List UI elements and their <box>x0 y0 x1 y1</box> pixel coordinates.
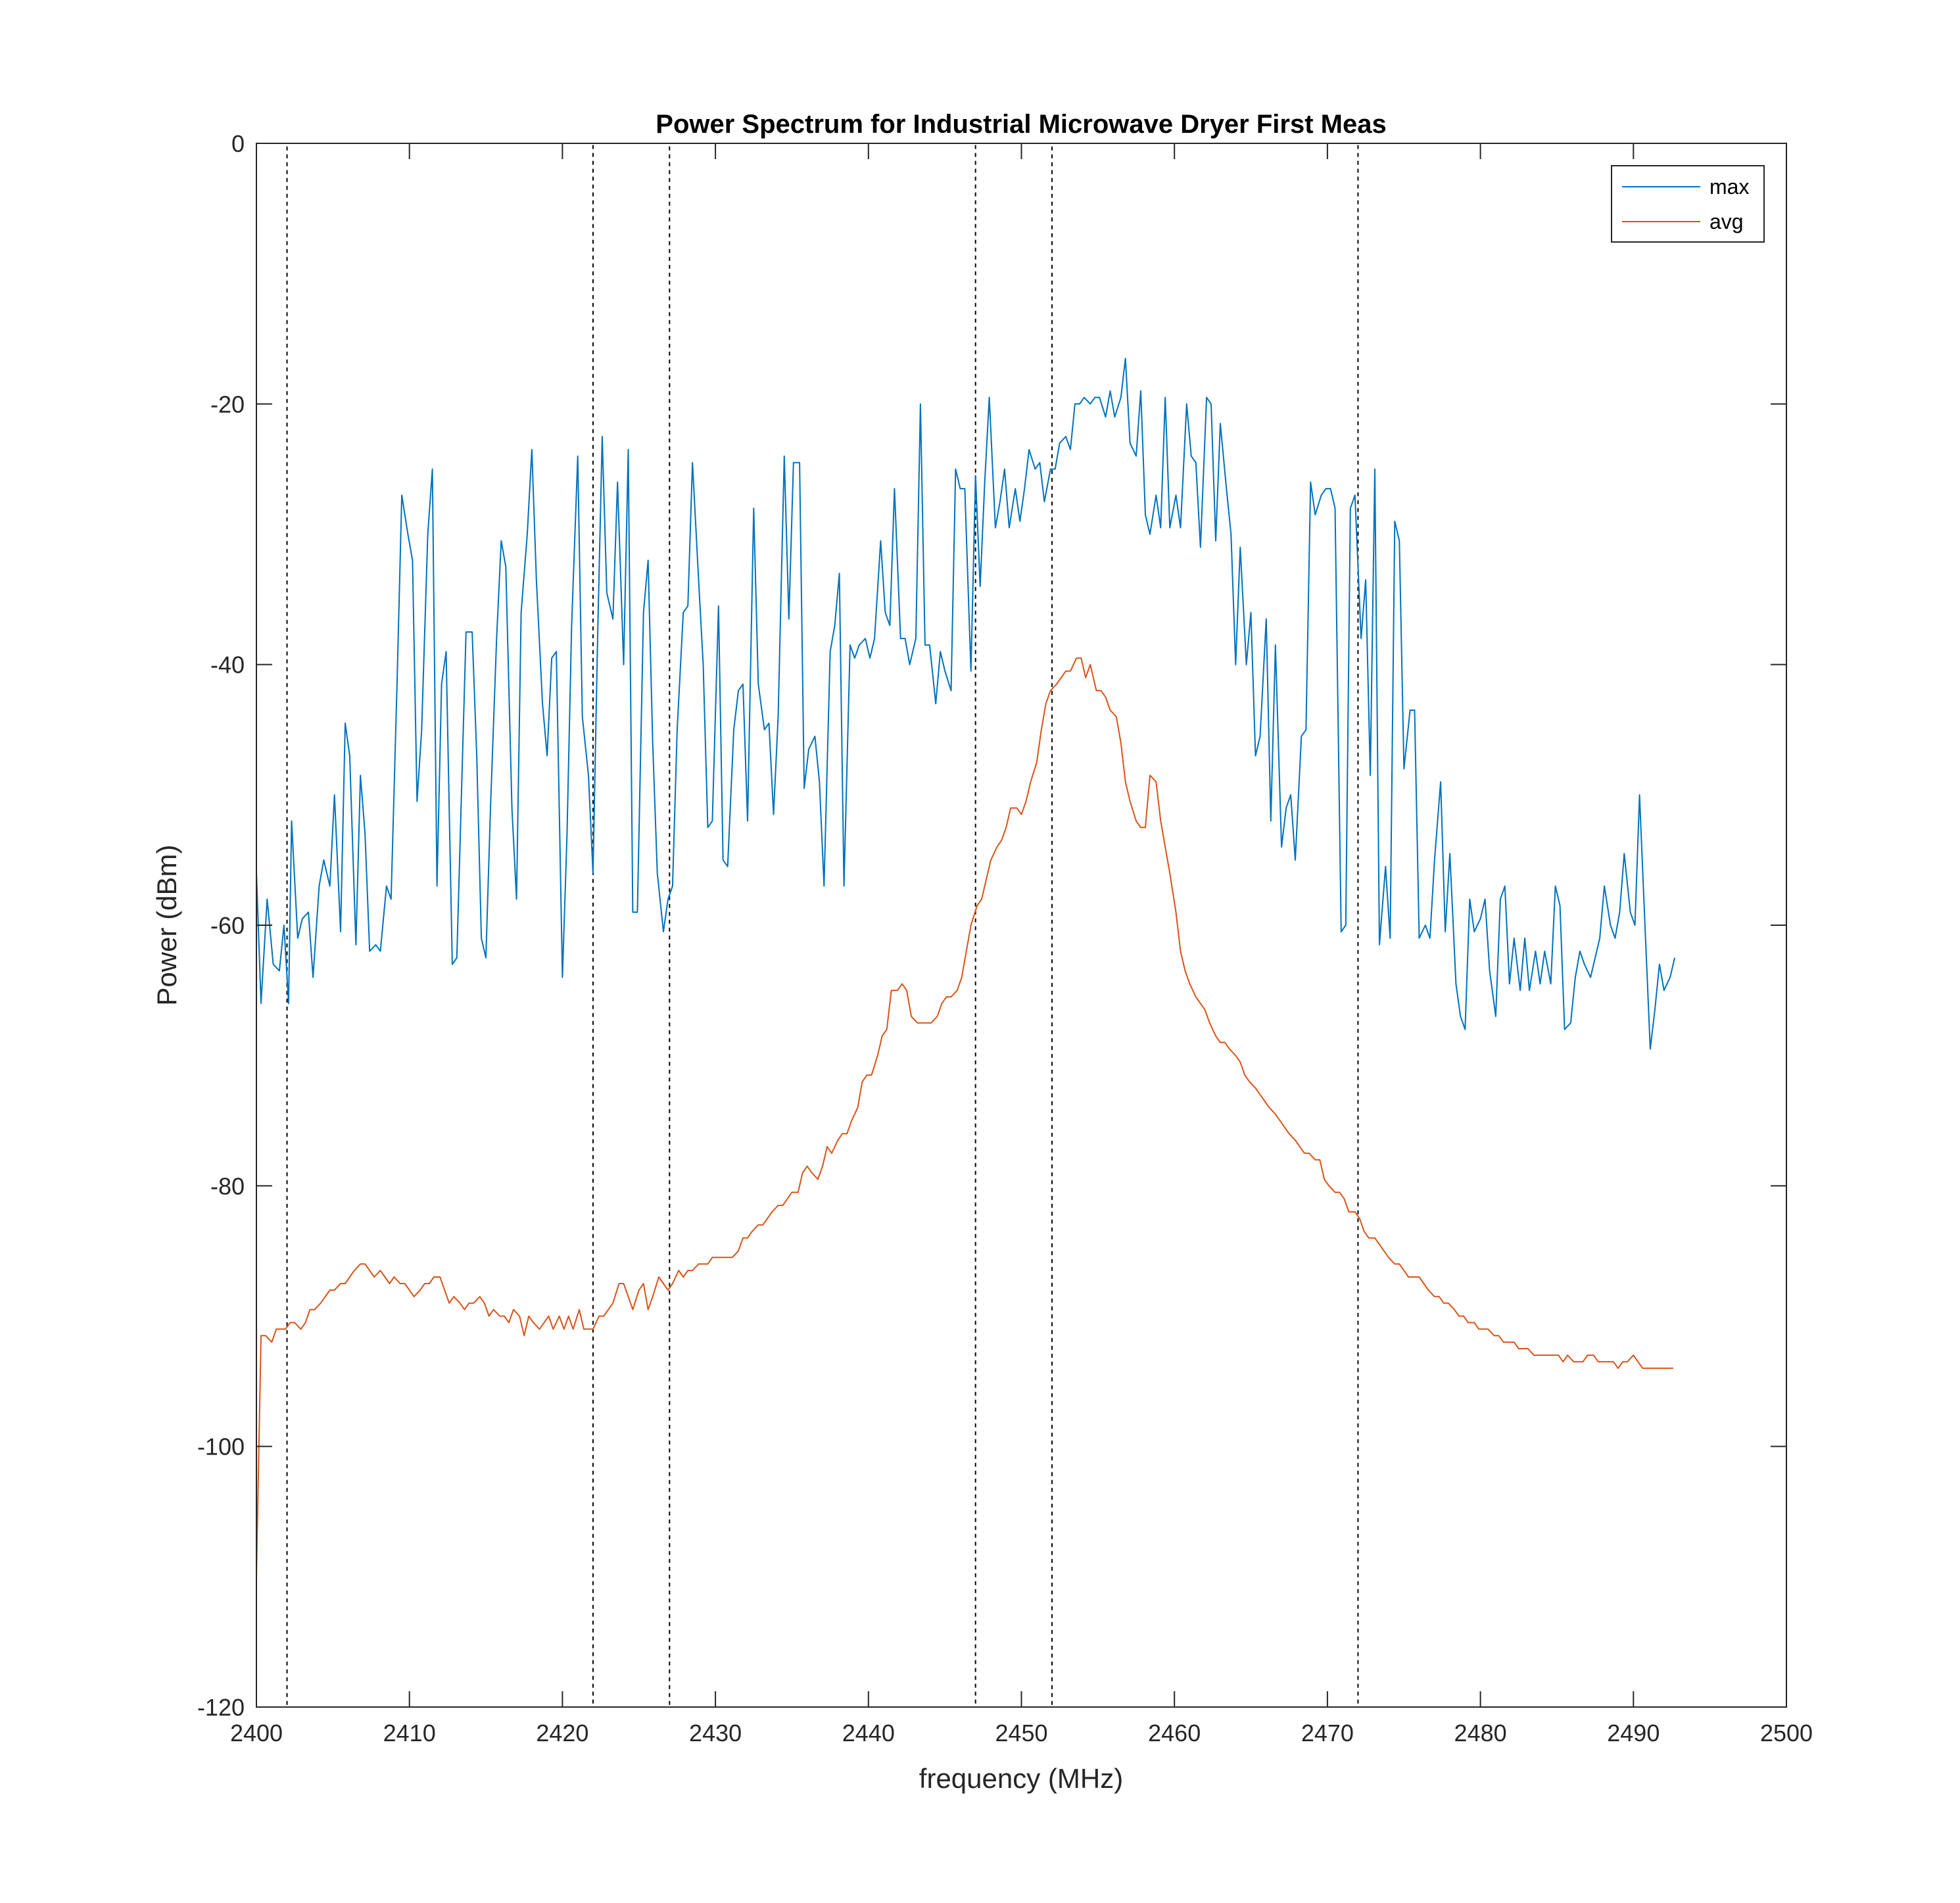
legend-box <box>1611 165 1765 243</box>
x-tick-label: 2400 <box>230 1720 283 1746</box>
legend: max avg <box>1611 165 1765 243</box>
series-lines <box>256 358 1676 1577</box>
y-tick-label: -20 <box>210 391 245 418</box>
x-tick-label: 2500 <box>1760 1720 1813 1746</box>
x-axis-label: frequency (MHz) <box>919 1763 1123 1794</box>
y-axis-label: Power (dBm) <box>151 844 182 1005</box>
x-tick-label: 2420 <box>536 1720 588 1746</box>
x-tick-label: 2470 <box>1301 1720 1354 1746</box>
x-tick-label: 2450 <box>995 1720 1047 1746</box>
x-tick-label: 2430 <box>689 1720 742 1746</box>
y-axis-ticks: 0 -20 -40 -60 -80 -100 -120 <box>197 130 1786 1721</box>
series-line-avg <box>256 657 1673 1577</box>
y-tick-label: -80 <box>210 1172 245 1199</box>
x-tick-label: 2460 <box>1148 1720 1201 1746</box>
y-tick-label: -60 <box>210 912 245 939</box>
legend-label-max: max <box>1709 175 1749 199</box>
x-tick-label: 2410 <box>383 1720 436 1746</box>
chart-title: Power Spectrum for Industrial Microwave … <box>656 110 1386 139</box>
y-tick-label: -120 <box>197 1694 245 1721</box>
series-line-max <box>256 358 1676 1050</box>
y-tick-label: 0 <box>231 130 245 157</box>
x-tick-label: 2440 <box>842 1720 895 1746</box>
x-tick-label: 2480 <box>1454 1720 1507 1746</box>
legend-label-avg: avg <box>1709 210 1744 233</box>
plot-area <box>256 143 1786 1707</box>
x-tick-label: 2490 <box>1607 1720 1660 1746</box>
x-axis-ticks: 2400 2410 2420 2430 2440 2450 2460 2470 2480 2490… <box>230 143 1813 1746</box>
y-tick-label: -100 <box>197 1433 245 1460</box>
y-tick-label: -40 <box>210 652 245 679</box>
